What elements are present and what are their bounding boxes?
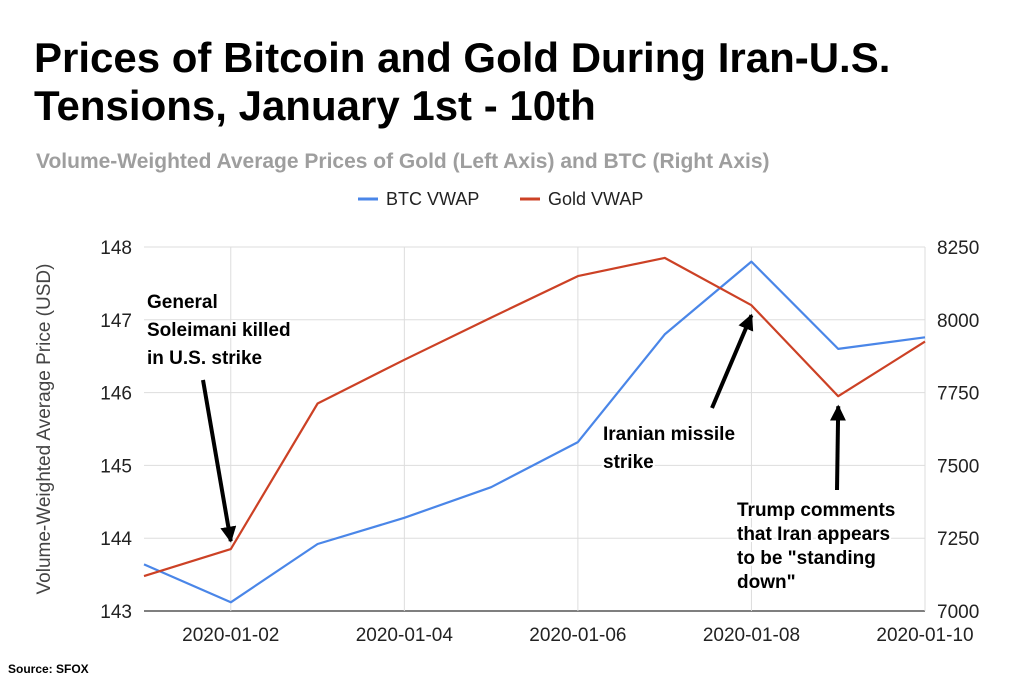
- annotation-text: down": [737, 572, 796, 593]
- y-left-tick-label: 143: [100, 602, 132, 623]
- annotation-text: Soleimani killed: [147, 320, 291, 341]
- y-right-tick-label: 7500: [937, 456, 979, 477]
- annotation-text: to be "standing: [737, 548, 876, 569]
- legend-label: BTC VWAP: [386, 189, 479, 209]
- chart-subtitle: Volume-Weighted Average Prices of Gold (…: [36, 150, 770, 173]
- x-tick-label: 2020-01-10: [876, 625, 973, 646]
- y-axis-label: Volume-Weighted Average Price (USD): [34, 264, 55, 595]
- y-right-tick-label: 7000: [937, 602, 979, 623]
- annotation-text: Trump comments: [737, 500, 895, 521]
- x-tick-label: 2020-01-08: [703, 625, 800, 646]
- y-left-tick-label: 146: [100, 384, 132, 405]
- series-line-btc-vwap: [143, 260, 926, 604]
- x-tick-label: 2020-01-04: [356, 625, 454, 646]
- chart-title: Prices of Bitcoin and Gold During Iran-U…: [34, 34, 891, 129]
- annotation-text: General: [147, 292, 218, 313]
- annotation-arrow: [710, 313, 754, 409]
- annotation-arrow: [830, 404, 847, 491]
- annotation-text: in U.S. strike: [147, 348, 262, 369]
- y-left-tick-label: 145: [100, 456, 132, 477]
- annotation-text: strike: [603, 452, 654, 473]
- y-left-tick-label: 148: [100, 238, 132, 259]
- series-line-gold-vwap: [143, 256, 926, 578]
- y-right-tick-label: 7750: [937, 384, 979, 405]
- legend-label: Gold VWAP: [548, 189, 643, 209]
- y-left-tick-label: 144: [100, 529, 132, 550]
- y-left-tick-label: 147: [100, 311, 132, 332]
- x-tick-label: 2020-01-06: [529, 625, 626, 646]
- y-right-tick-label: 8250: [937, 238, 979, 259]
- x-tick-label: 2020-01-02: [182, 625, 279, 646]
- annotation-text: Iranian missile: [603, 424, 735, 445]
- annotation-text: that Iran appears: [737, 524, 890, 545]
- annotation-arrow: [201, 379, 237, 543]
- y-right-tick-label: 8000: [937, 311, 979, 332]
- source-note: Source: SFOX: [8, 662, 89, 676]
- y-right-tick-label: 7250: [937, 529, 979, 550]
